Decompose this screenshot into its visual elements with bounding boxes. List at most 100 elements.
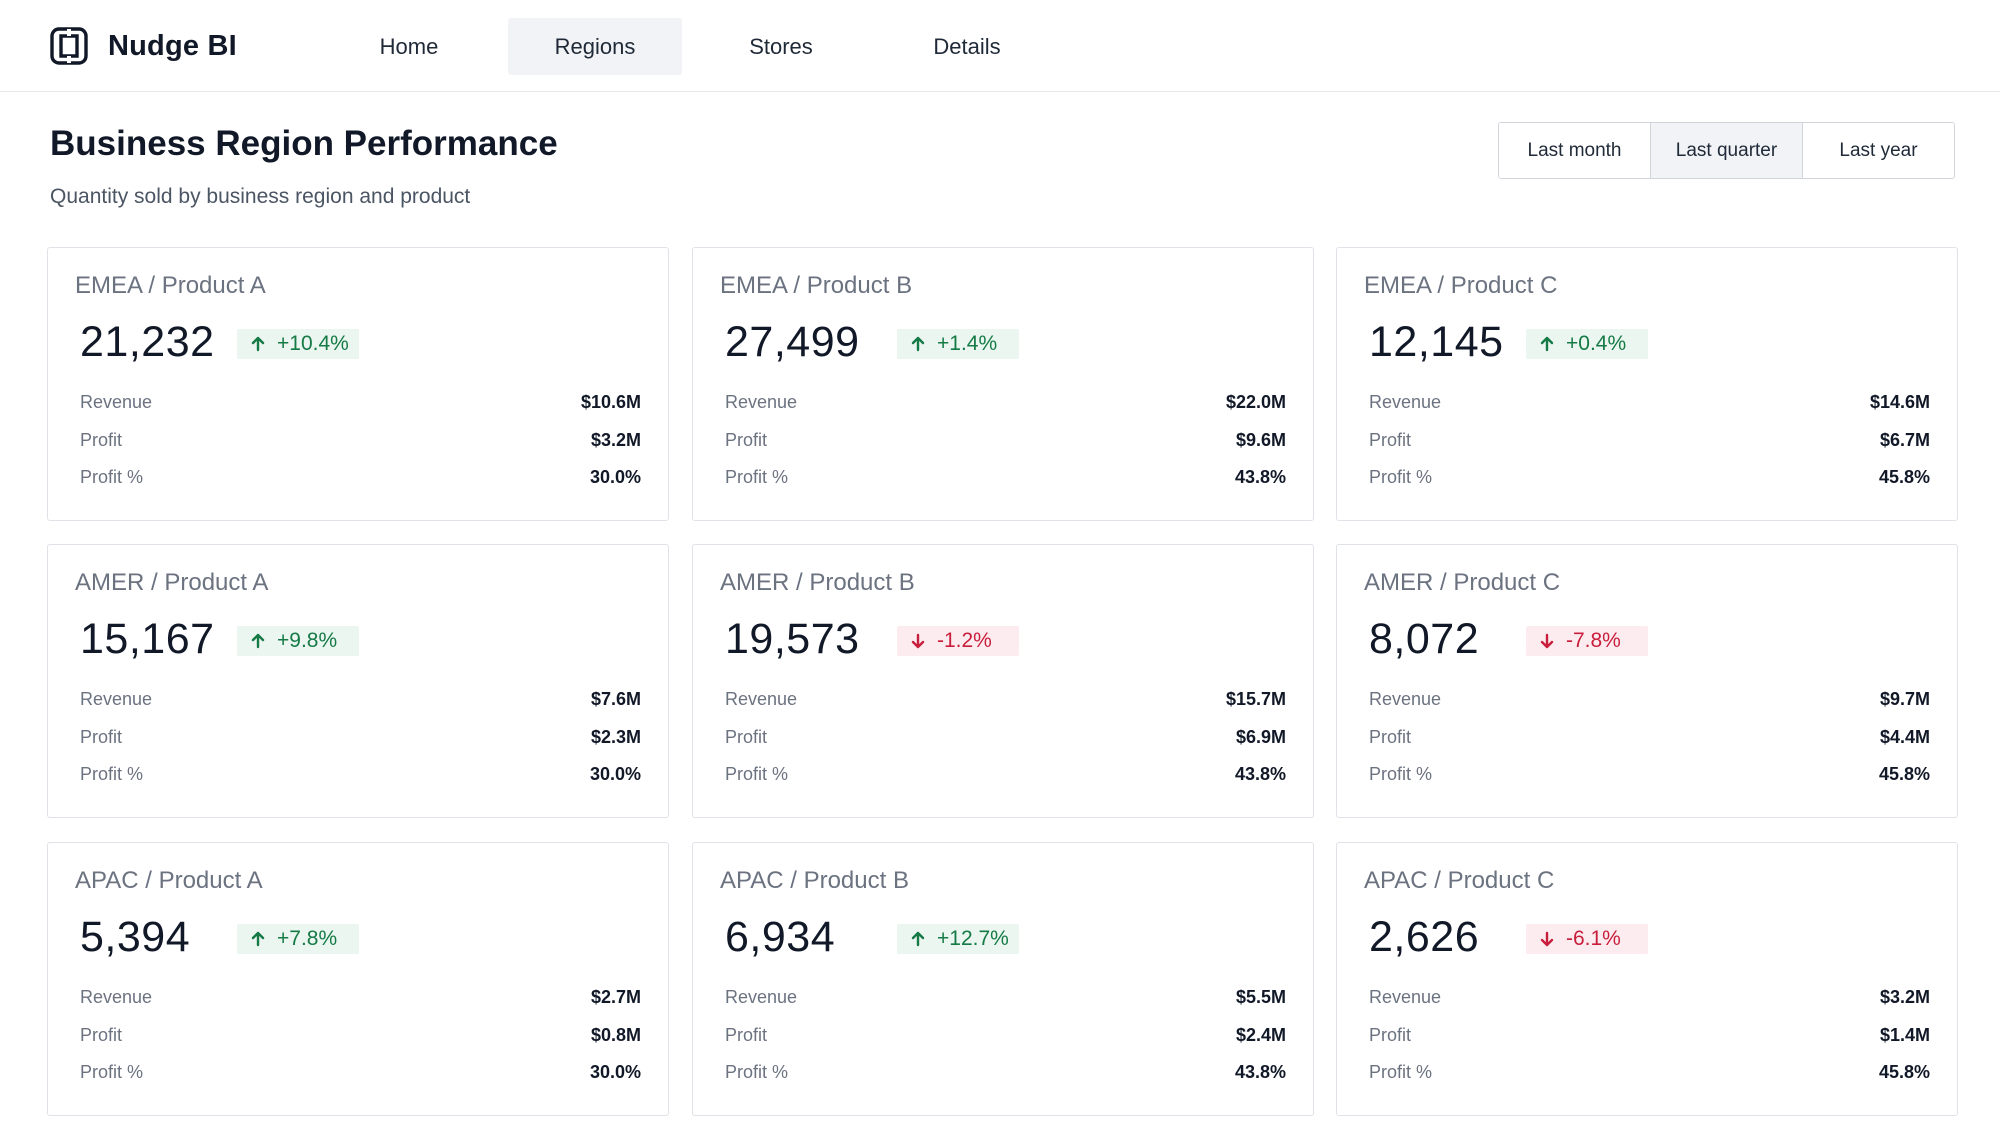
- time-range-filter: Last month Last quarter Last year: [1498, 122, 1955, 179]
- main-nav: Home Regions Stores Details: [322, 18, 1066, 75]
- quantity-value: 27,499: [725, 318, 860, 366]
- card-title: AMER / Product A: [75, 569, 269, 596]
- revenue-label: Revenue: [725, 986, 798, 1007]
- delta-badge: +9.8%: [237, 626, 359, 656]
- profit-value: $2.3M: [590, 726, 641, 747]
- revenue-label: Revenue: [1369, 986, 1442, 1007]
- profit-pct-value: 30.0%: [589, 1061, 641, 1082]
- kpi-card: EMEA / Product C 12,145 +0.4% Revenue $14.6M…: [1336, 247, 1958, 521]
- profit-pct-label: Profit %: [725, 466, 789, 487]
- nav-regions[interactable]: Regions: [508, 18, 682, 75]
- quantity-value: 15,167: [80, 615, 215, 663]
- arrow-down-icon: [911, 633, 925, 649]
- profit-pct-value: 43.8%: [1234, 1061, 1286, 1082]
- card-title: EMEA / Product C: [1364, 272, 1558, 299]
- profit-value: $2.4M: [1235, 1024, 1286, 1045]
- profit-pct-row: Profit % 30.0%: [80, 761, 641, 787]
- delta-value: +9.8%: [277, 629, 338, 652]
- profit-row: Profit $3.2M: [80, 427, 641, 453]
- profit-pct-label: Profit %: [80, 1061, 144, 1082]
- arrow-up-icon: [911, 336, 925, 352]
- arrow-down-icon: [1540, 633, 1554, 649]
- delta-value: -7.8%: [1566, 629, 1621, 652]
- revenue-row: Revenue $7.6M: [80, 686, 641, 712]
- revenue-label: Revenue: [80, 986, 153, 1007]
- logo-icon: [50, 27, 88, 65]
- profit-row: Profit $2.4M: [725, 1022, 1286, 1048]
- profit-pct-value: 45.8%: [1878, 763, 1930, 784]
- profit-pct-label: Profit %: [80, 763, 144, 784]
- profit-value: $9.6M: [1235, 429, 1286, 450]
- quantity-value: 19,573: [725, 615, 860, 663]
- kpi-card: AMER / Product A 15,167 +9.8% Revenue $7.6M P…: [47, 544, 669, 818]
- delta-value: +7.8%: [277, 927, 338, 950]
- revenue-label: Revenue: [725, 688, 798, 709]
- delta-value: +12.7%: [937, 927, 1009, 950]
- profit-value: $1.4M: [1879, 1024, 1930, 1045]
- kpi-card: EMEA / Product A 21,232 +10.4% Revenue $10.6…: [47, 247, 669, 521]
- delta-badge: -6.1%: [1526, 924, 1648, 954]
- profit-pct-label: Profit %: [725, 1061, 789, 1082]
- revenue-value: $15.7M: [1225, 688, 1286, 709]
- profit-value: $6.9M: [1235, 726, 1286, 747]
- profit-pct-value: 45.8%: [1878, 1061, 1930, 1082]
- revenue-value: $2.7M: [590, 986, 641, 1007]
- revenue-label: Revenue: [80, 391, 153, 412]
- profit-value: $6.7M: [1879, 429, 1930, 450]
- profit-pct-value: 30.0%: [589, 466, 641, 487]
- profit-value: $0.8M: [590, 1024, 641, 1045]
- delta-badge: +10.4%: [237, 329, 359, 359]
- range-last-quarter-button[interactable]: Last quarter: [1651, 123, 1803, 178]
- revenue-label: Revenue: [725, 391, 798, 412]
- profit-row: Profit $9.6M: [725, 427, 1286, 453]
- brand[interactable]: Nudge BI: [50, 26, 237, 66]
- kpi-card: APAC / Product C 2,626 -6.1% Revenue $3.2M Pr…: [1336, 842, 1958, 1116]
- page-title: Business Region Performance: [50, 124, 558, 163]
- nav-home[interactable]: Home: [379, 33, 439, 59]
- delta-value: +0.4%: [1566, 332, 1627, 355]
- profit-pct-row: Profit % 43.8%: [725, 761, 1286, 787]
- profit-pct-value: 43.8%: [1234, 466, 1286, 487]
- revenue-row: Revenue $10.6M: [80, 389, 641, 415]
- nav-stores[interactable]: Stores: [749, 33, 813, 59]
- profit-pct-row: Profit % 45.8%: [1369, 464, 1930, 490]
- profit-label: Profit: [1369, 429, 1412, 450]
- profit-pct-value: 30.0%: [589, 763, 641, 784]
- arrow-up-icon: [251, 633, 265, 649]
- profit-row: Profit $0.8M: [80, 1022, 641, 1048]
- revenue-row: Revenue $22.0M: [725, 389, 1286, 415]
- range-last-month-button[interactable]: Last month: [1499, 123, 1651, 178]
- profit-pct-label: Profit %: [1369, 1061, 1433, 1082]
- profit-pct-row: Profit % 43.8%: [725, 1059, 1286, 1085]
- delta-badge: +12.7%: [897, 924, 1019, 954]
- range-last-year-button[interactable]: Last year: [1803, 123, 1954, 178]
- kpi-card: AMER / Product C 8,072 -7.8% Revenue $9.7M Pr…: [1336, 544, 1958, 818]
- revenue-value: $22.0M: [1225, 391, 1286, 412]
- revenue-row: Revenue $5.5M: [725, 984, 1286, 1010]
- card-title: APAC / Product B: [720, 867, 909, 894]
- profit-row: Profit $2.3M: [80, 724, 641, 750]
- arrow-up-icon: [1540, 336, 1554, 352]
- profit-row: Profit $6.9M: [725, 724, 1286, 750]
- arrow-up-icon: [911, 931, 925, 947]
- profit-value: $4.4M: [1879, 726, 1930, 747]
- quantity-value: 8,072: [1369, 615, 1480, 663]
- revenue-label: Revenue: [1369, 688, 1442, 709]
- kpi-card: AMER / Product B 19,573 -1.2% Revenue $15.7M…: [692, 544, 1314, 818]
- profit-pct-value: 45.8%: [1878, 466, 1930, 487]
- card-title: AMER / Product B: [720, 569, 915, 596]
- nav-details[interactable]: Details: [933, 33, 1001, 59]
- delta-badge: +1.4%: [897, 329, 1019, 359]
- profit-pct-label: Profit %: [80, 466, 144, 487]
- arrow-up-icon: [251, 931, 265, 947]
- card-title: EMEA / Product B: [720, 272, 913, 299]
- profit-label: Profit: [1369, 1024, 1412, 1045]
- delta-badge: +7.8%: [237, 924, 359, 954]
- delta-value: -6.1%: [1566, 927, 1621, 950]
- revenue-row: Revenue $3.2M: [1369, 984, 1930, 1010]
- profit-pct-label: Profit %: [1369, 763, 1433, 784]
- kpi-card: APAC / Product A 5,394 +7.8% Revenue $2.7M Pr…: [47, 842, 669, 1116]
- kpi-card: EMEA / Product B 27,499 +1.4% Revenue $22.0M…: [692, 247, 1314, 521]
- quantity-value: 6,934: [725, 913, 836, 961]
- revenue-label: Revenue: [1369, 391, 1442, 412]
